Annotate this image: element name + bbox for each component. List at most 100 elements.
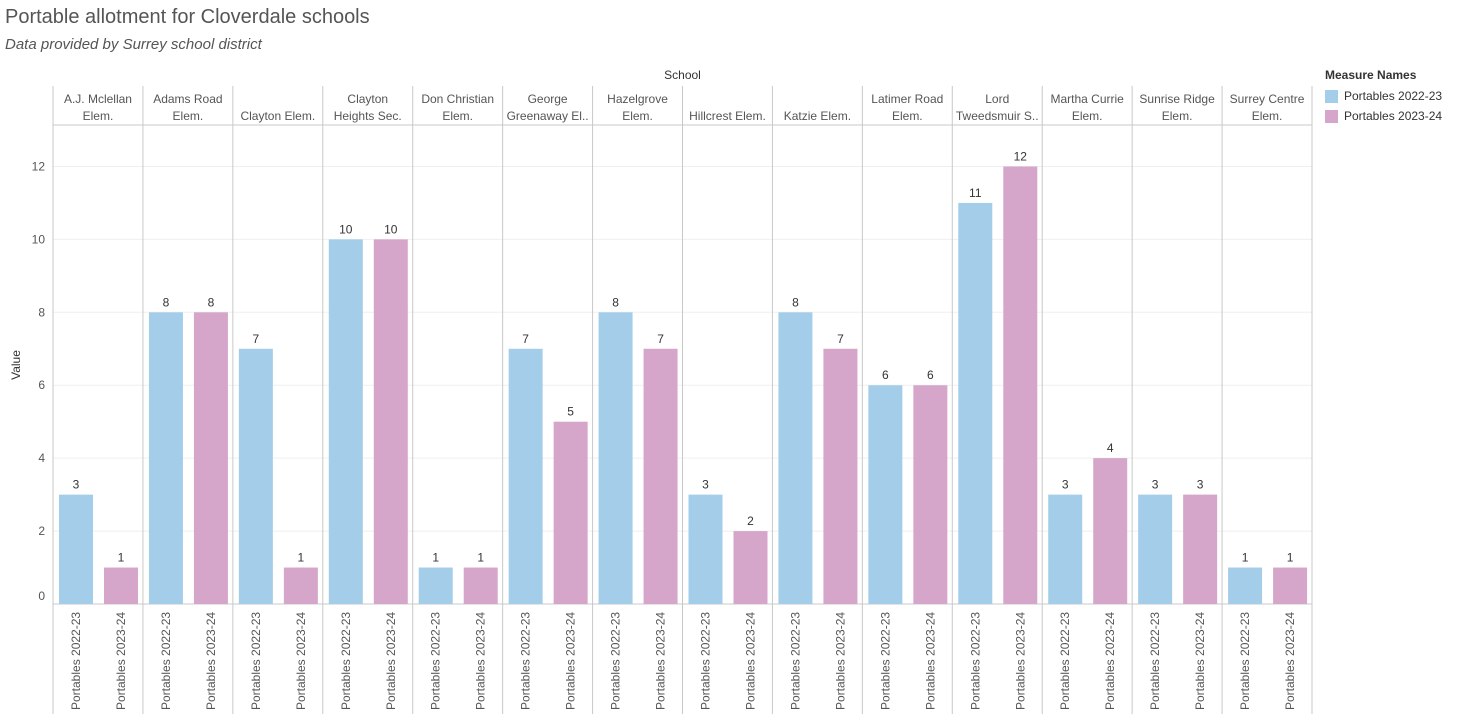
data-label-5-series-1: 7 — [522, 332, 529, 346]
category-label-13-line-2: Elem. — [1252, 109, 1283, 123]
data-label-6-series-2: 7 — [657, 332, 664, 346]
x-tick-label-2-series-1: Portables 2022-23 — [249, 612, 263, 710]
bar-5-series-2 — [553, 421, 588, 604]
category-label-3-line-1: Clayton — [347, 92, 388, 106]
x-tick-label-9-series-2: Portables 2023-24 — [923, 612, 937, 710]
y-tick-label-4: 8 — [38, 305, 45, 319]
legend-label-series-2: Portables 2023-24 — [1344, 109, 1443, 123]
bar-7-series-2 — [733, 531, 768, 604]
y-tick-label-3: 6 — [38, 378, 45, 392]
bar-0-series-2 — [104, 567, 138, 604]
x-tick-label-13-series-1: Portables 2022-23 — [1238, 612, 1252, 710]
data-label-2-series-2: 1 — [298, 551, 305, 565]
x-tick-label-6-series-1: Portables 2022-23 — [609, 612, 623, 710]
category-label-5-line-2: Greenaway El.. — [507, 109, 589, 123]
y-tick-label-5: 10 — [32, 232, 46, 246]
category-label-12-line-2: Elem. — [1162, 109, 1193, 123]
bar-6-series-1 — [598, 312, 633, 604]
bar-9-series-2 — [913, 385, 948, 604]
chart-subtitle: Data provided by Surrey school district — [5, 36, 262, 53]
bar-2-series-1 — [238, 348, 273, 604]
x-tick-label-3-series-1: Portables 2022-23 — [339, 612, 353, 710]
bar-3-series-2 — [373, 239, 408, 604]
x-tick-label-12-series-1: Portables 2022-23 — [1148, 612, 1162, 710]
x-tick-label-7-series-1: Portables 2022-23 — [699, 612, 713, 710]
category-label-1-line-2: Elem. — [173, 109, 204, 123]
category-label-3-line-2: Heights Sec. — [334, 109, 402, 123]
category-label-9-line-2: Elem. — [892, 109, 923, 123]
bar-10-series-1 — [958, 202, 993, 604]
legend-swatch-series-1 — [1325, 89, 1338, 103]
category-label-13-line-1: Surrey Centre — [1230, 92, 1305, 106]
x-tick-label-0-series-1: Portables 2022-23 — [69, 612, 83, 710]
data-label-1-series-2: 8 — [208, 295, 215, 309]
category-label-2: Clayton Elem. — [240, 109, 315, 123]
x-tick-label-10-series-2: Portables 2023-24 — [1013, 612, 1027, 710]
bar-10-series-2 — [1003, 166, 1038, 604]
category-label-6-line-2: Elem. — [622, 109, 653, 123]
x-tick-label-13-series-2: Portables 2023-24 — [1283, 612, 1297, 710]
data-label-4-series-2: 1 — [477, 551, 484, 565]
category-label-11-line-2: Elem. — [1072, 109, 1103, 123]
x-tick-label-4-series-1: Portables 2022-23 — [429, 612, 443, 710]
bar-6-series-2 — [643, 348, 678, 604]
category-label-6-line-1: Hazelgrove — [607, 92, 668, 106]
data-label-13-series-1: 1 — [1242, 551, 1249, 565]
bar-2-series-2 — [283, 567, 318, 604]
legend-item-series-2[interactable]: Portables 2023-24 — [1325, 106, 1442, 126]
data-label-11-series-1: 3 — [1062, 478, 1069, 492]
data-label-3-series-2: 10 — [384, 222, 398, 236]
x-tick-label-1-series-2: Portables 2023-24 — [204, 612, 218, 710]
bar-0-series-1 — [59, 494, 93, 604]
bar-1-series-2 — [193, 312, 228, 604]
category-label-10-line-2: Tweedsmuir S.. — [956, 109, 1039, 123]
data-label-12-series-2: 3 — [1197, 478, 1204, 492]
x-tick-label-7-series-2: Portables 2023-24 — [744, 612, 758, 710]
x-tick-label-3-series-2: Portables 2023-24 — [384, 612, 398, 710]
legend: Measure Names Portables 2022-23 Portable… — [1325, 68, 1442, 126]
y-axis-label: Value — [9, 350, 23, 380]
category-label-11-line-1: Martha Currie — [1050, 92, 1124, 106]
bar-7-series-1 — [688, 494, 723, 604]
bar-4-series-1 — [418, 567, 453, 604]
bar-8-series-1 — [778, 312, 813, 604]
data-label-10-series-2: 12 — [1014, 149, 1028, 163]
data-label-0-series-1: 3 — [73, 478, 80, 492]
bar-9-series-1 — [868, 385, 903, 604]
data-label-0-series-2: 1 — [118, 551, 125, 565]
bar-8-series-2 — [823, 348, 858, 604]
category-label-0-line-2: Elem. — [83, 109, 114, 123]
y-tick-label-1: 2 — [38, 524, 45, 538]
x-tick-label-1-series-1: Portables 2022-23 — [159, 612, 173, 710]
data-label-7-series-2: 2 — [747, 514, 754, 528]
x-tick-label-11-series-2: Portables 2023-24 — [1103, 612, 1117, 710]
column-header-title: School — [664, 68, 701, 82]
category-label-12-line-1: Sunrise Ridge — [1139, 92, 1215, 106]
chart-title: Portable allotment for Cloverdale school… — [5, 6, 370, 28]
data-label-3-series-1: 10 — [339, 222, 353, 236]
bar-13-series-1 — [1228, 567, 1263, 604]
category-label-8: Katzie Elem. — [784, 109, 851, 123]
bar-13-series-2 — [1273, 567, 1308, 604]
bar-3-series-1 — [328, 239, 363, 604]
legend-label-series-1: Portables 2022-23 — [1344, 89, 1443, 103]
x-tick-label-12-series-2: Portables 2023-24 — [1193, 612, 1207, 710]
data-label-6-series-1: 8 — [612, 295, 619, 309]
data-label-9-series-2: 6 — [927, 368, 934, 382]
bar-1-series-1 — [148, 312, 183, 604]
x-tick-label-10-series-1: Portables 2022-23 — [968, 612, 982, 710]
legend-swatch-series-2 — [1325, 109, 1338, 123]
y-tick-label-6: 12 — [32, 159, 46, 173]
data-label-4-series-1: 1 — [432, 551, 439, 565]
data-label-5-series-2: 5 — [567, 405, 574, 419]
legend-item-series-1[interactable]: Portables 2022-23 — [1325, 86, 1442, 106]
data-label-12-series-1: 3 — [1152, 478, 1159, 492]
bar-5-series-1 — [508, 348, 543, 604]
x-tick-label-8-series-2: Portables 2023-24 — [833, 612, 847, 710]
x-tick-label-5-series-2: Portables 2023-24 — [564, 612, 578, 710]
x-tick-label-11-series-1: Portables 2022-23 — [1058, 612, 1072, 710]
category-label-4-line-1: Don Christian — [421, 92, 494, 106]
category-label-9-line-1: Latimer Road — [871, 92, 943, 106]
category-label-1-line-1: Adams Road — [153, 92, 222, 106]
